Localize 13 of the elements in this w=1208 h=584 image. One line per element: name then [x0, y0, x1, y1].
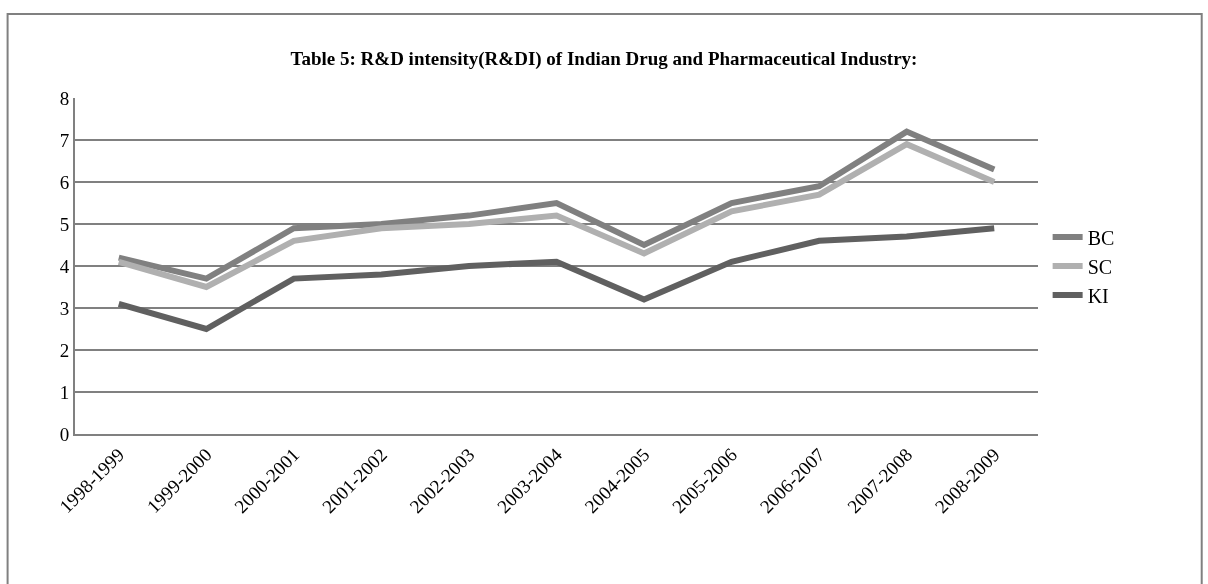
y-tick-label: 7 [59, 129, 70, 151]
y-tick-label: 8 [59, 87, 70, 109]
y-tick-label: 5 [59, 213, 70, 235]
y-tick-label: 0 [59, 423, 70, 445]
chart-title: Table 5: R&D intensity(R&DI) of Indian Drug and Pharmaceutical Industry: [290, 48, 918, 71]
y-tick-label: 3 [59, 297, 70, 319]
y-tick-label: 4 [59, 255, 70, 277]
y-tick-label: 2 [59, 339, 70, 361]
legend-label: KI [1087, 284, 1109, 307]
legend-label: BC [1087, 226, 1115, 249]
legend-label: SC [1087, 255, 1113, 278]
y-tick-label: 6 [59, 171, 70, 193]
y-tick-label: 1 [59, 381, 70, 403]
